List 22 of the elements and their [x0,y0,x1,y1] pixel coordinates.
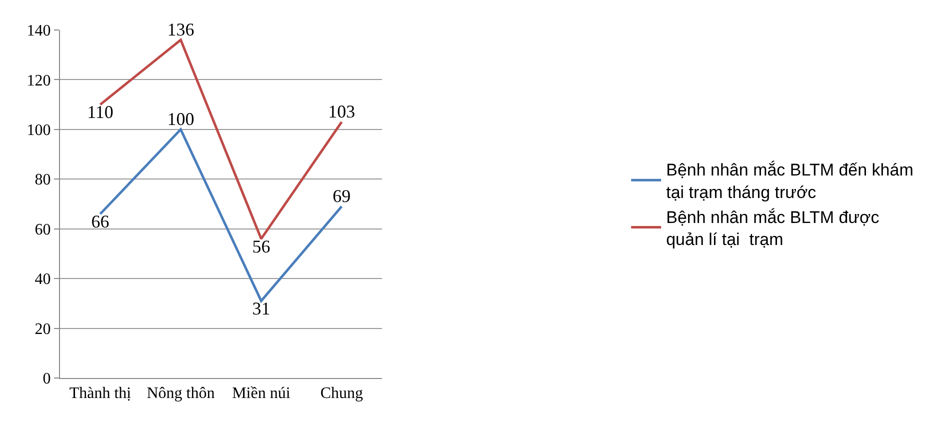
data-label: 136 [167,19,194,40]
y-tick-label: 0 [42,370,51,388]
data-label: 103 [328,101,356,122]
x-tick-label: Thành thị [69,385,132,402]
y-tick-label: 20 [34,320,51,338]
data-label: 110 [87,102,114,122]
x-tick-label: Chung [320,385,363,402]
y-tick-label: 120 [26,72,51,90]
legend-label: Bệnh nhân mắc BLTM đến khám tại trạm tháng trước [666,160,914,202]
y-tick-label: 60 [34,221,51,238]
y-tick-label: 100 [26,122,51,140]
x-tick-label: Miền núi [232,385,291,402]
y-tick-label: 140 [26,22,51,40]
x-tick-label: Nông thôn [146,385,215,402]
data-label: 56 [252,236,270,256]
data-label: 31 [252,298,270,318]
data-label: 69 [332,186,351,206]
data-label: 100 [167,108,194,129]
y-tick-label: 40 [34,271,51,288]
data-label: 66 [91,211,110,232]
y-tick-label: 80 [34,172,51,189]
legend-label: Bệnh nhân mắc BLTM được quản lí tại trạm [666,208,880,249]
